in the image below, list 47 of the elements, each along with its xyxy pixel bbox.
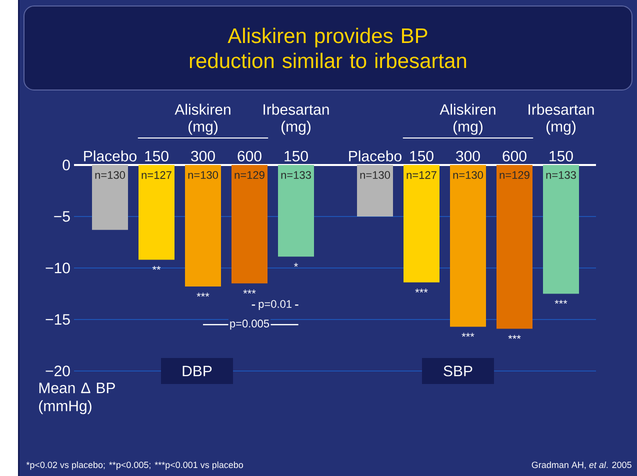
annotation: *** — [554, 300, 568, 304]
annotation: *** — [196, 292, 210, 297]
annotation: n=129 — [234, 171, 264, 179]
x-tick-label: 150 — [284, 150, 308, 162]
text: Aliskiren (mg) — [440, 104, 496, 135]
annotation: n=127 — [406, 171, 436, 179]
annotation: *** — [462, 332, 474, 337]
text: Irbesartan (mg) — [528, 104, 594, 135]
y-tick-label: −20 — [46, 366, 70, 376]
x-axis-title: DBP — [182, 366, 212, 376]
y-tick-label: 0 — [62, 160, 70, 170]
y-tick-label: −15 — [46, 314, 70, 325]
annotation: n=133 — [546, 171, 576, 179]
y-axis-title: Mean Δ BP (mmHg) — [39, 382, 115, 414]
text: Irbesartan (mg) — [264, 104, 329, 135]
y-tick-label: −10 — [46, 262, 70, 274]
text: Aliskiren (mg) — [174, 104, 230, 135]
y-tick-label: −5 — [54, 211, 70, 222]
x-tick-label: 300 — [456, 150, 480, 162]
annotation: *** — [243, 290, 256, 294]
annotation: p=0.005 — [230, 320, 270, 330]
x-axis-title: SBP — [444, 366, 472, 376]
annotation: ** — [152, 266, 161, 270]
x-tick-label: 150 — [145, 150, 168, 162]
x-tick-label: 300 — [191, 150, 215, 162]
annotation: *** — [508, 334, 521, 339]
text: ***p<0.001 vs placebo — [154, 461, 244, 470]
text: **p<0.005; — [109, 462, 150, 470]
annotation: n=129 — [500, 171, 530, 179]
x-tick-label: 600 — [502, 150, 526, 162]
text: Gradman AH, et al. 2005 — [532, 461, 632, 470]
annotation: n=130 — [95, 171, 126, 179]
annotation: n=130 — [360, 171, 390, 179]
annotation: n=133 — [281, 171, 311, 179]
chart-title: Aliskiren provides BP reduction similar to irbesartan — [190, 28, 466, 68]
text: *p<0.02 vs placebo; — [26, 461, 105, 470]
x-tick-label: Placebo — [84, 150, 136, 162]
annotation: n=127 — [142, 171, 172, 179]
x-tick-label: 150 — [410, 150, 434, 162]
annotation: n=130 — [453, 171, 483, 179]
x-tick-label: Placebo — [349, 150, 402, 162]
x-tick-label: 600 — [238, 150, 262, 162]
annotation: p=0.01 — [258, 300, 292, 310]
annotation: *** — [415, 288, 428, 292]
annotation: n=130 — [188, 171, 218, 179]
x-tick-label: 150 — [550, 150, 573, 162]
annotation: * — [294, 262, 298, 267]
